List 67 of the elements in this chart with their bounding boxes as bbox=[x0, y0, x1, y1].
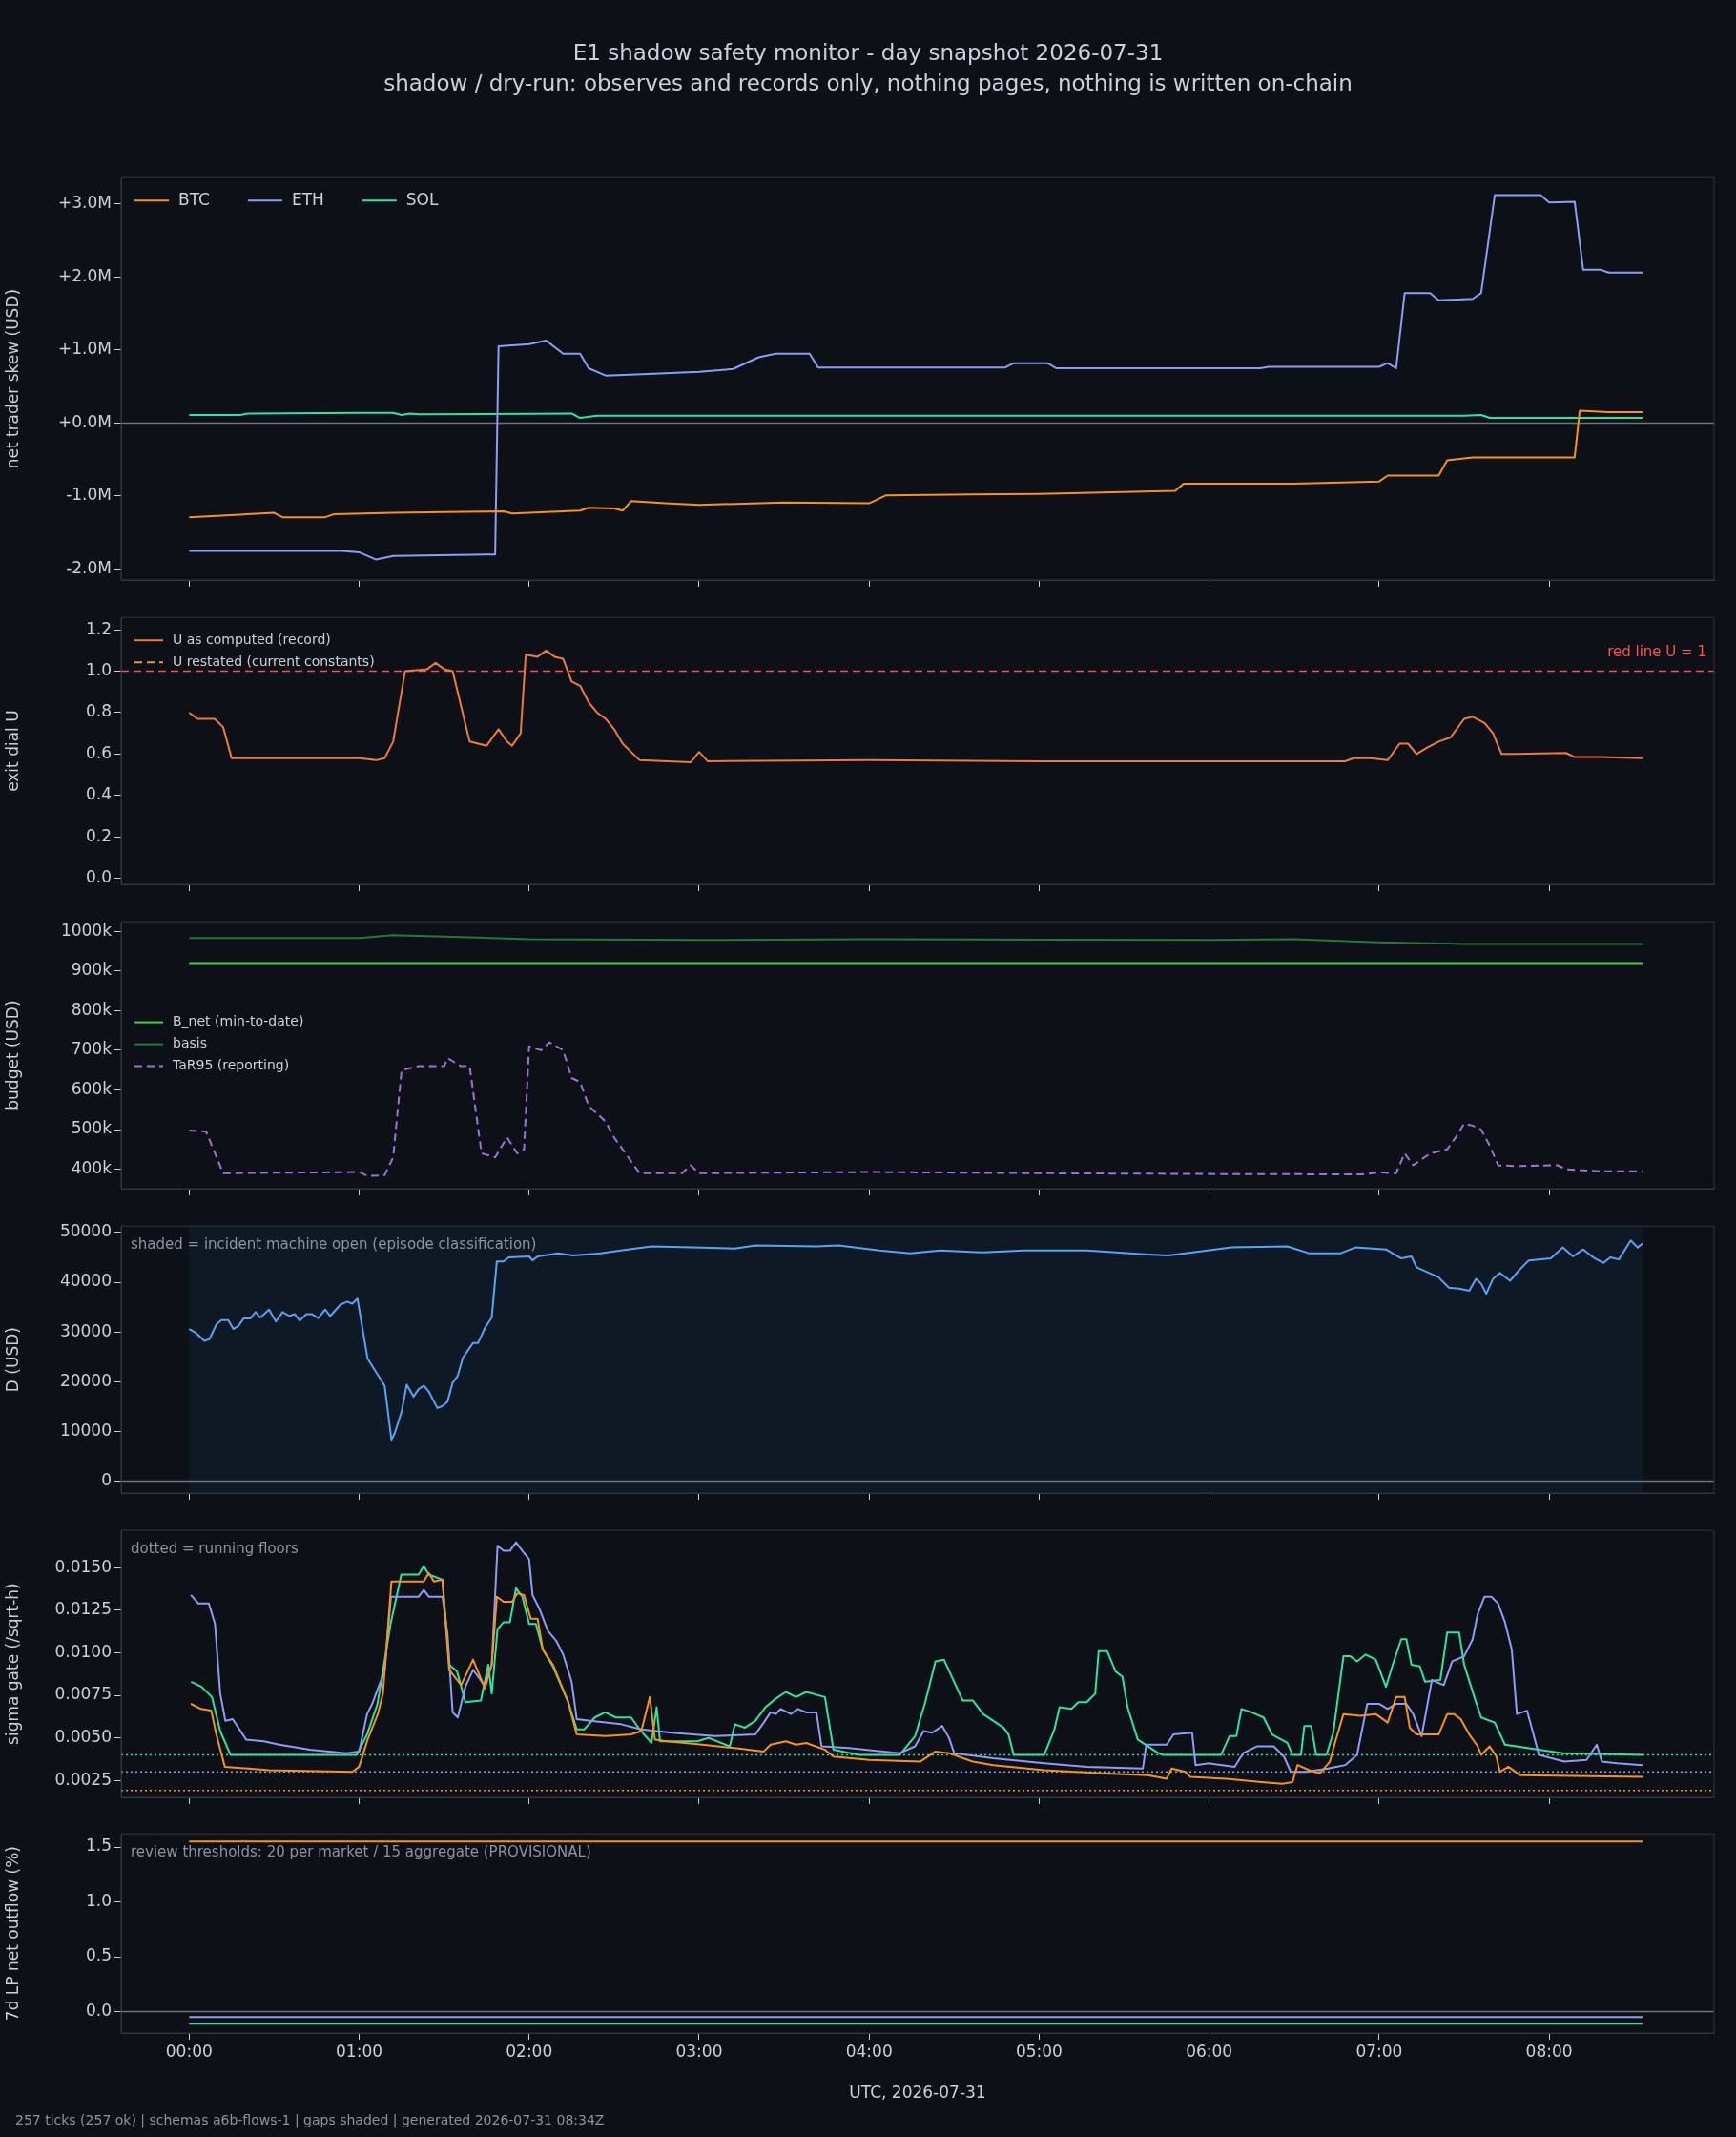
x-tick-label: 08:00 bbox=[1525, 2042, 1573, 2062]
annotation: shaded = incident machine open (episode classification) bbox=[131, 1234, 537, 1253]
x-tick-label: 04:00 bbox=[845, 2042, 893, 2062]
y-tick-label: 1.5 bbox=[85, 1836, 112, 1856]
y-axis-title: exit dial U bbox=[2, 710, 22, 793]
y-tick-label: 400k bbox=[71, 1158, 113, 1178]
y-tick-label: +1.0M bbox=[58, 339, 112, 359]
y-tick-label: 20000 bbox=[59, 1370, 112, 1390]
legend-label: U restated (current constants) bbox=[173, 654, 375, 670]
y-axis-title: sigma gate (/sqrt-h) bbox=[2, 1582, 22, 1745]
x-tick-label: 00:00 bbox=[165, 2042, 213, 2062]
y-axis-title: budget (USD) bbox=[2, 1000, 22, 1110]
y-axis-title: D (USD) bbox=[2, 1326, 22, 1392]
y-tick-label: 0.0100 bbox=[54, 1641, 112, 1661]
y-tick-label: 0.8 bbox=[85, 701, 112, 721]
legend-label: U as computed (record) bbox=[173, 632, 331, 648]
y-tick-label: 0.2 bbox=[85, 825, 112, 845]
y-tick-label: 1000k bbox=[60, 920, 113, 940]
y-tick-label: 0.5 bbox=[85, 1945, 112, 1965]
x-tick-label: 05:00 bbox=[1015, 2042, 1063, 2062]
legend-label: TaR95 (reporting) bbox=[172, 1057, 290, 1073]
annotation: dotted = running floors bbox=[131, 1539, 299, 1557]
y-tick-label: 0 bbox=[101, 1469, 112, 1489]
legend-label: ETH bbox=[291, 189, 324, 209]
y-tick-label: -2.0M bbox=[66, 557, 112, 577]
y-tick-label: 1.0 bbox=[85, 660, 112, 680]
annotation: review thresholds: 20 per market / 15 aggregate (PROVISIONAL) bbox=[131, 1842, 591, 1860]
x-tick-label: 01:00 bbox=[336, 2042, 383, 2062]
x-tick-label: 07:00 bbox=[1355, 2042, 1403, 2062]
y-tick-label: 800k bbox=[71, 999, 113, 1019]
ref-line-label: red line U = 1 bbox=[1607, 643, 1706, 661]
y-tick-label: 0.0050 bbox=[54, 1726, 112, 1746]
text: 257 ticks (257 ok) | schemas a6b-flows-1 | gaps shaded | generated 2026-07-31 08:34Z bbox=[15, 2112, 605, 2127]
x-tick-label: 06:00 bbox=[1186, 2042, 1233, 2062]
y-tick-label: 0.0 bbox=[85, 2001, 112, 2021]
x-tick-label: 03:00 bbox=[675, 2042, 723, 2062]
y-tick-label: 500k bbox=[71, 1118, 113, 1138]
y-tick-label: -1.0M bbox=[66, 485, 112, 505]
y-tick-label: 0.0 bbox=[85, 867, 112, 887]
y-tick-label: 0.0075 bbox=[54, 1684, 112, 1704]
chart-title: E1 shadow safety monitor - day snapshot 2026-07-31 bbox=[571, 40, 1165, 65]
y-tick-label: +0.0M bbox=[58, 411, 112, 431]
y-tick-label: 0.6 bbox=[85, 742, 112, 762]
y-tick-label: 900k bbox=[71, 960, 113, 980]
legend-label: BTC bbox=[178, 189, 210, 209]
y-tick-label: 10000 bbox=[59, 1420, 112, 1440]
y-tick-label: 50000 bbox=[59, 1221, 112, 1241]
legend-label: B_net (min-to-date) bbox=[173, 1013, 304, 1029]
y-tick-label: 40000 bbox=[59, 1271, 112, 1291]
y-axis-title: net trader skew (USD) bbox=[2, 288, 22, 469]
y-tick-label: 700k bbox=[71, 1039, 113, 1059]
y-tick-label: +2.0M bbox=[58, 265, 112, 285]
y-tick-label: 0.0125 bbox=[54, 1598, 112, 1618]
y-tick-label: 1.2 bbox=[85, 618, 112, 638]
y-tick-label: 1.0 bbox=[85, 1891, 112, 1911]
y-tick-label: 30000 bbox=[59, 1320, 112, 1340]
y-tick-label: 600k bbox=[71, 1078, 113, 1098]
x-axis-title: UTC, 2026-07-31 bbox=[849, 2083, 986, 2103]
chart-subtitle: shadow / dry-run: observes and records only, nothing pages, nothing is written on-chain bbox=[382, 71, 1354, 95]
y-axis-title: 7d LP net outflow (%) bbox=[2, 1846, 22, 2022]
y-tick-label: 0.0150 bbox=[54, 1556, 112, 1576]
legend-label: basis bbox=[173, 1035, 207, 1051]
legend-label: SOL bbox=[405, 189, 439, 209]
y-tick-label: 0.0025 bbox=[54, 1769, 112, 1789]
x-tick-label: 02:00 bbox=[506, 2042, 553, 2062]
y-tick-label: +3.0M bbox=[58, 193, 112, 213]
y-tick-label: 0.4 bbox=[85, 784, 112, 804]
